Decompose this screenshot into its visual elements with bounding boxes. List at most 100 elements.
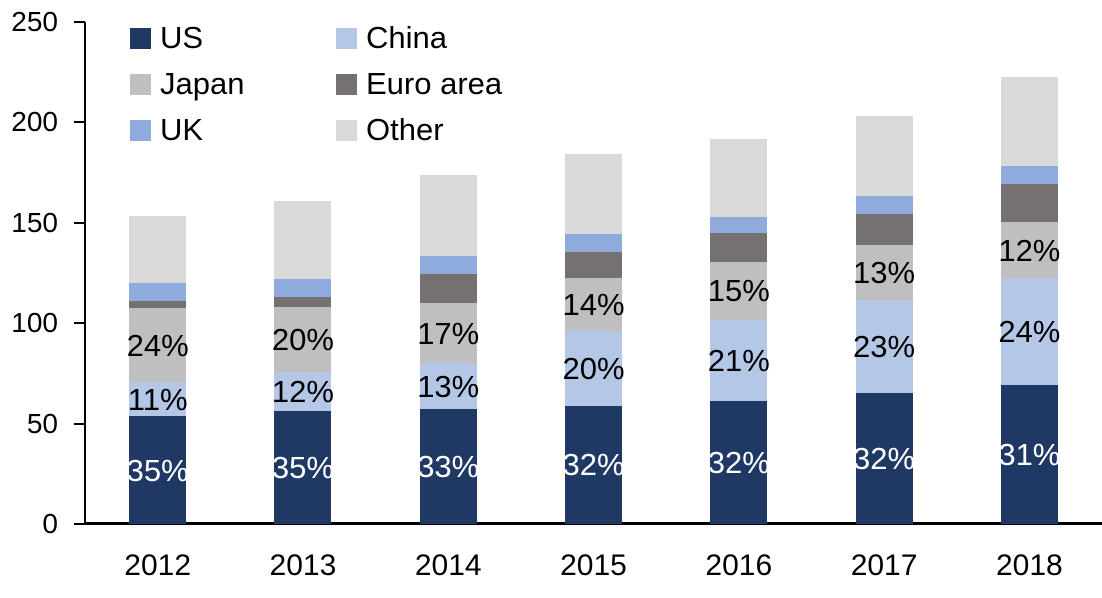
y-tick-label: 200 (11, 106, 58, 138)
bar-segment-us-2015: 32% (562, 405, 625, 524)
legend-swatch-icon (130, 119, 151, 141)
y-tick-label: 150 (11, 206, 58, 238)
bar-segment-label: 12% (271, 374, 334, 410)
bar-segment-other-2013 (274, 200, 332, 279)
bar-segment-japan-2014: 17% (417, 302, 480, 364)
bar-segment-label: 11% (127, 381, 188, 417)
y-tick-label: 100 (11, 307, 58, 339)
bar-segment-china-2016: 21% (707, 319, 770, 401)
x-tick-label-2018: 2018 (995, 549, 1063, 582)
bar-segment-uk-2015 (565, 234, 622, 253)
bar-segment-label: 20% (271, 322, 334, 358)
legend-item-euro-area: Euro area (336, 66, 503, 101)
bar-segment-japan-2013: 20% (271, 306, 334, 373)
bar-segment-other-2012 (129, 215, 187, 284)
bar-segment-japan-2012: 24% (126, 308, 189, 383)
y-tick-label: 0 (42, 508, 58, 539)
y-tick-mark (74, 21, 85, 23)
bar-segment-label: 15% (707, 273, 770, 309)
y-tick-mark (74, 121, 85, 124)
bar-segment-uk-2017 (855, 195, 913, 214)
bar-segment-euro-area-2017 (855, 213, 913, 245)
bar-segment-label: 23% (853, 329, 916, 365)
legend-swatch-icon (336, 73, 357, 95)
bar-segment-euro-area-2016 (710, 233, 768, 262)
bar-segment-china-2015: 20% (562, 331, 625, 406)
legend-swatch-icon (336, 27, 357, 49)
bar-segment-japan-2017: 13% (853, 244, 916, 300)
chart-legend: US China Japan Euro area UK Other (130, 20, 503, 147)
bar-segment-label: 32% (707, 444, 770, 480)
bar-segment-us-2012: 35% (126, 416, 189, 524)
bar-segment-us-2018: 31% (998, 385, 1061, 524)
x-tick-label-2014: 2014 (414, 549, 482, 582)
legend-swatch-icon (130, 73, 151, 95)
legend-swatch-icon (130, 27, 151, 49)
bar-segment-china-2012: 11% (127, 381, 188, 417)
legend-label: US (160, 20, 204, 55)
bar-segment-china-2014: 13% (417, 363, 480, 409)
bar-segment-label: 13% (853, 254, 916, 290)
bar-segment-other-2016 (710, 139, 768, 217)
bar-segment-japan-2015: 14% (562, 278, 625, 332)
y-tick-mark (74, 523, 85, 525)
bar-segment-label: 31% (998, 437, 1061, 473)
bar-segment-uk-2013 (274, 278, 332, 297)
bar-segment-euro-area-2013 (274, 296, 332, 307)
bar-segment-label: 17% (417, 315, 480, 351)
bar-segment-label: 35% (126, 452, 189, 488)
bar-segment-label: 32% (853, 441, 916, 477)
x-tick-label-2015: 2015 (560, 549, 627, 582)
y-tick-mark (74, 221, 85, 224)
bar-segment-china-2013: 12% (271, 372, 334, 411)
x-tick-label-2016: 2016 (705, 549, 773, 582)
bar-segment-label: 35% (271, 449, 334, 485)
bar-segment-uk-2014 (419, 255, 477, 274)
bar-segment-uk-2016 (710, 216, 768, 234)
bar-segment-us-2017: 32% (853, 393, 916, 524)
bar-segment-other-2017 (855, 115, 913, 196)
legend-label: UK (160, 112, 204, 147)
bar-segment-label: 33% (417, 448, 480, 484)
legend-item-other: Other (336, 112, 502, 147)
legend-item-china: China (336, 20, 502, 55)
bar-segment-label: 24% (998, 314, 1061, 350)
bar-segment-uk-2012 (129, 283, 187, 302)
y-tick-label: 250 (11, 6, 58, 37)
bar-segment-japan-2016: 15% (707, 261, 770, 320)
bar-segment-other-2018 (1000, 77, 1058, 167)
legend-item-us: US (130, 20, 336, 55)
bar-segment-other-2015 (565, 154, 622, 235)
y-tick-mark (74, 322, 85, 325)
legend-label: Other (366, 112, 444, 147)
bar-segment-china-2018: 24% (998, 278, 1061, 386)
legend-swatch-icon (336, 119, 357, 141)
legend-item-japan: Japan (130, 66, 336, 101)
bar-segment-label: 24% (126, 327, 189, 363)
bar-segment-uk-2018 (1000, 166, 1058, 185)
bar-segment-label: 12% (998, 232, 1061, 268)
bar-segment-china-2017: 23% (853, 299, 916, 394)
x-tick-label-2017: 2017 (850, 549, 918, 582)
bar-segment-label: 21% (707, 342, 770, 378)
bar-segment-label: 13% (417, 368, 480, 404)
y-tick-label: 50 (26, 407, 58, 439)
bar-segment-euro-area-2014 (419, 274, 477, 303)
bar-segment-other-2014 (419, 175, 477, 256)
x-tick-label-2012: 2012 (124, 549, 192, 582)
bar-segment-label: 20% (562, 350, 625, 386)
bar-segment-euro-area-2012 (129, 301, 187, 309)
legend-label: Euro area (366, 66, 503, 101)
bar-segment-us-2014: 33% (417, 408, 480, 524)
bar-segment-label: 14% (562, 287, 625, 323)
bar-segment-euro-area-2015 (565, 252, 622, 278)
bar-segment-label: 32% (562, 447, 625, 483)
bar-segment-euro-area-2018 (1000, 184, 1058, 223)
legend-label: China (366, 20, 447, 55)
y-axis-line (84, 22, 86, 525)
y-tick-mark (74, 422, 85, 425)
x-tick-label-2013: 2013 (269, 549, 337, 582)
bar-segment-japan-2018: 12% (998, 222, 1061, 279)
bar-segment-us-2016: 32% (707, 400, 770, 524)
